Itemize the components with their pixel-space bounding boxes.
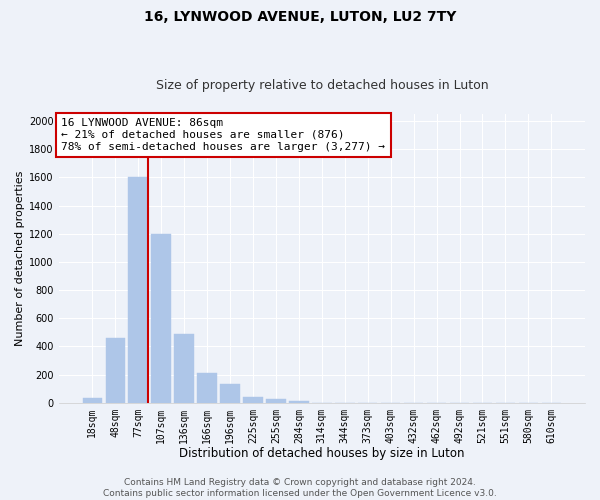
Bar	[175, 334, 194, 402]
Text: 16, LYNWOOD AVENUE, LUTON, LU2 7TY: 16, LYNWOOD AVENUE, LUTON, LU2 7TY	[144, 10, 456, 24]
Bar	[243, 397, 263, 402]
Y-axis label: Number of detached properties: Number of detached properties	[15, 170, 25, 346]
Bar	[106, 338, 125, 402]
Bar	[128, 178, 148, 402]
X-axis label: Distribution of detached houses by size in Luton: Distribution of detached houses by size …	[179, 447, 464, 460]
Title: Size of property relative to detached houses in Luton: Size of property relative to detached ho…	[155, 79, 488, 92]
Bar	[289, 400, 308, 402]
Text: Contains HM Land Registry data © Crown copyright and database right 2024.
Contai: Contains HM Land Registry data © Crown c…	[103, 478, 497, 498]
Bar	[266, 399, 286, 402]
Bar	[151, 234, 171, 402]
Bar	[83, 398, 102, 402]
Bar	[197, 373, 217, 402]
Text: 16 LYNWOOD AVENUE: 86sqm
← 21% of detached houses are smaller (876)
78% of semi-: 16 LYNWOOD AVENUE: 86sqm ← 21% of detach…	[61, 118, 385, 152]
Bar	[220, 384, 240, 402]
